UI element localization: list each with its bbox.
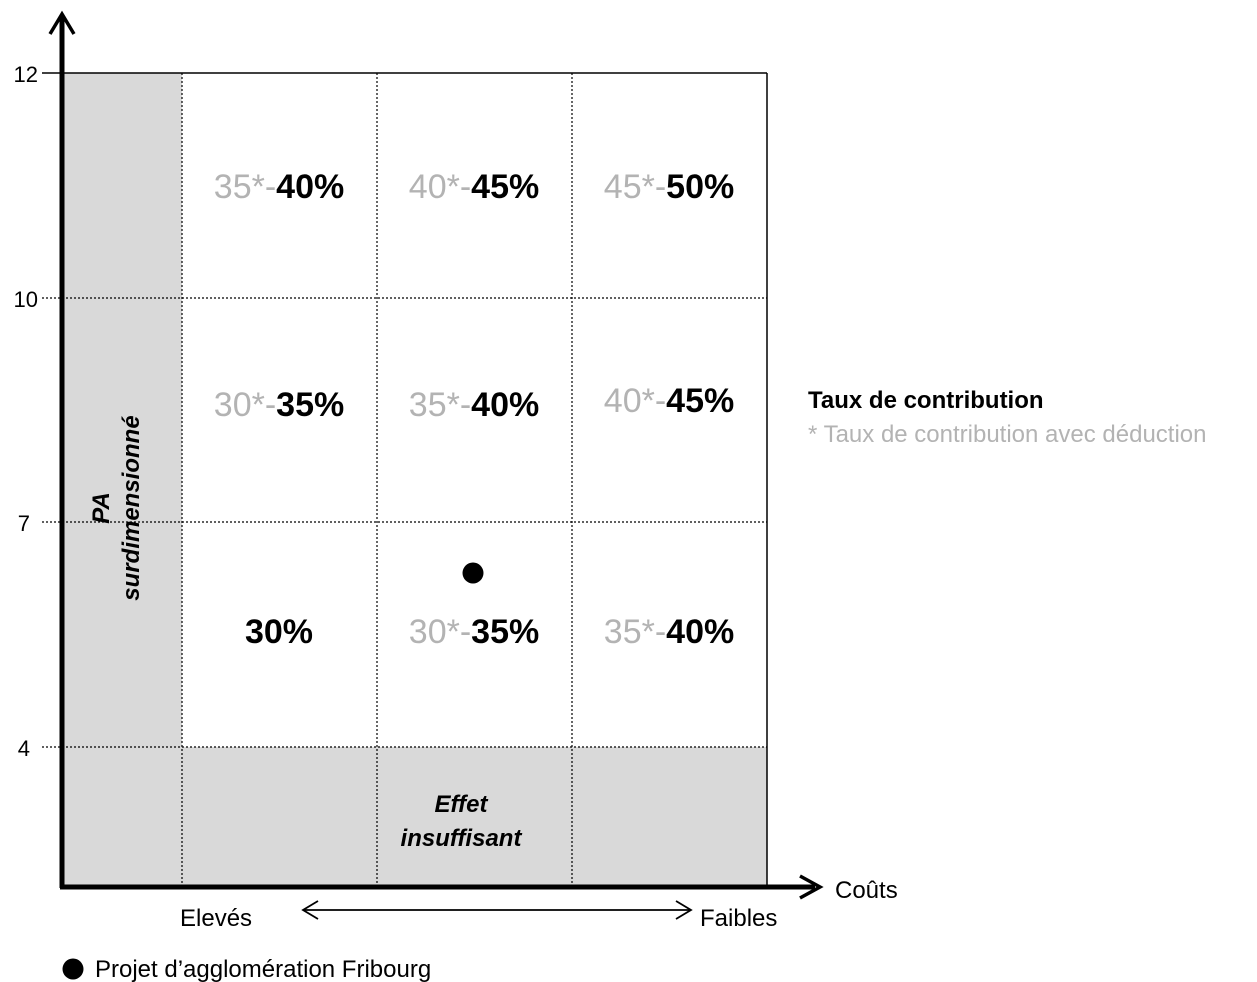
oversized-zone-label-line1: PA — [88, 492, 115, 524]
rate-cell: 35*-40% — [604, 613, 734, 651]
rate-cell: 35*-40% — [409, 386, 539, 424]
rate-cell: 40*-45% — [409, 168, 539, 206]
y-tick-label: 12 — [14, 62, 38, 87]
insufficient-zone — [62, 747, 767, 887]
rate-cell: 40*-45% — [604, 382, 734, 420]
rate-cell: 30% — [245, 613, 313, 651]
x-axis-left-label: Elevés — [180, 905, 252, 932]
rate-cell: 30*-35% — [214, 386, 344, 424]
legend-marker-icon — [62, 958, 84, 980]
x-axis-label: Coûts — [835, 877, 898, 904]
legend-note: * Taux de contribution avec déduction — [808, 421, 1207, 448]
insufficient-zone-label-line1: Effet — [435, 791, 489, 818]
y-tick-label: 4 — [18, 736, 30, 761]
x-axis-arrowhead — [799, 874, 824, 900]
rate-cell: 35*-40% — [214, 168, 344, 206]
oversized-zone-label: PA surdimensionné — [88, 415, 145, 600]
y-axis-arrowhead — [48, 10, 76, 35]
y-tick-label: 10 — [14, 287, 38, 312]
x-axis-right-label: Faibles — [700, 905, 777, 932]
project-marker — [462, 562, 484, 584]
legend-marker-label: Projet d’agglomération Fribourg — [95, 956, 431, 982]
legend-title: Taux de contribution — [808, 387, 1044, 414]
rate-cell: 30*-35% — [409, 613, 539, 651]
grid-lines — [42, 73, 767, 887]
rate-cell: 45*-50% — [604, 168, 734, 206]
y-tick-label: 7 — [18, 511, 30, 536]
oversized-zone-label-line2: surdimensionné — [118, 415, 145, 600]
cost-range-arrow — [301, 900, 693, 920]
insufficient-zone-label-line2: insuffisant — [401, 825, 523, 852]
